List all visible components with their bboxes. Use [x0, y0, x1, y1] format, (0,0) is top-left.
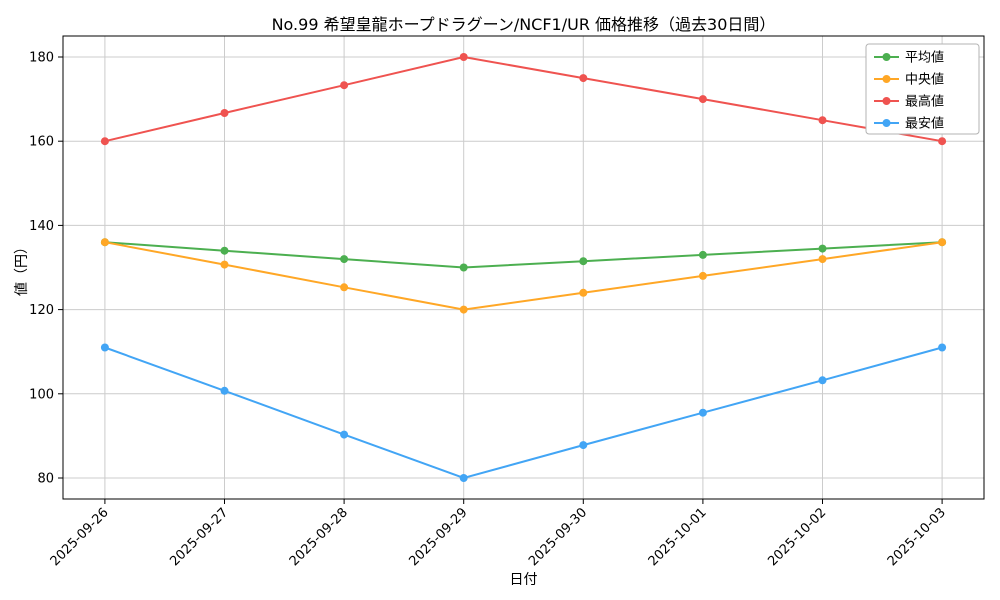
data-point-marker: [579, 257, 588, 266]
y-tick-label: 100: [29, 387, 54, 402]
y-tick-label: 160: [29, 135, 54, 150]
legend-marker: [882, 53, 891, 61]
data-point-marker: [818, 376, 827, 385]
data-point-marker: [938, 238, 947, 247]
series-line: [104, 346, 943, 480]
x-tick-label: 2025-09-28: [287, 505, 351, 569]
data-point-marker: [459, 263, 468, 272]
data-point-marker: [220, 260, 229, 269]
legend-item: 平均値: [874, 50, 944, 66]
data-point-marker: [340, 255, 349, 264]
data-point-marker: [579, 441, 588, 450]
series-line: [104, 241, 943, 269]
y-tick-label: 120: [29, 303, 54, 318]
data-point-marker: [459, 53, 468, 61]
legend-label: 中央値: [905, 72, 944, 88]
data-point-marker: [100, 343, 109, 352]
data-point-marker: [220, 109, 229, 117]
data-point-marker: [220, 386, 229, 395]
data-point-marker: [818, 255, 827, 264]
data-point-marker: [459, 305, 468, 314]
legend-marker: [882, 97, 891, 105]
series-line: [104, 55, 943, 143]
y-tick-label: 180: [29, 51, 54, 66]
data-point-marker: [698, 250, 707, 259]
legend-marker: [882, 75, 891, 83]
y-tick-label: 140: [29, 219, 54, 234]
data-point-marker: [818, 244, 827, 253]
data-point-marker: [938, 137, 947, 146]
legend-label: 最安値: [905, 116, 944, 132]
legend-item: 最高値: [874, 94, 944, 110]
series-line: [104, 241, 943, 311]
x-tick-label: 2025-10-03: [885, 505, 949, 569]
plot-border: [62, 35, 985, 500]
legend-label: 平均値: [905, 50, 944, 66]
x-tick-label: 2025-10-01: [646, 505, 710, 569]
data-point-marker: [459, 474, 468, 482]
data-point-marker: [579, 74, 588, 83]
legend-marker: [882, 119, 891, 127]
y-axis-label: 値（円）: [14, 240, 30, 296]
data-point-marker: [340, 430, 349, 439]
x-axis-label: 日付: [509, 572, 538, 588]
data-point-marker: [340, 81, 349, 90]
y-tick-label: 80: [37, 472, 54, 487]
legend-item: 最安値: [874, 116, 944, 132]
chart-title: No.99 希望皇龍ホープドラグーン/NCF1/UR 価格推移（過去30日間）: [271, 15, 776, 34]
data-point-marker: [818, 116, 827, 125]
legend-box: [865, 43, 980, 135]
x-tick-label: 2025-09-27: [167, 505, 231, 569]
data-point-marker: [698, 271, 707, 280]
data-point-marker: [220, 246, 229, 255]
data-point-marker: [579, 288, 588, 297]
data-point-marker: [938, 343, 947, 352]
data-point-marker: [100, 238, 109, 247]
data-point-marker: [698, 95, 707, 104]
data-point-marker: [100, 137, 109, 146]
x-tick-label: 2025-10-02: [765, 505, 829, 569]
legend-label: 最高値: [905, 94, 944, 110]
legend-item: 中央値: [874, 72, 944, 88]
data-point-marker: [340, 283, 349, 292]
data-point-marker: [698, 408, 707, 417]
x-tick-label: 2025-09-30: [526, 505, 590, 569]
x-tick-label: 2025-09-26: [48, 505, 112, 569]
x-tick-label: 2025-09-29: [406, 505, 470, 569]
